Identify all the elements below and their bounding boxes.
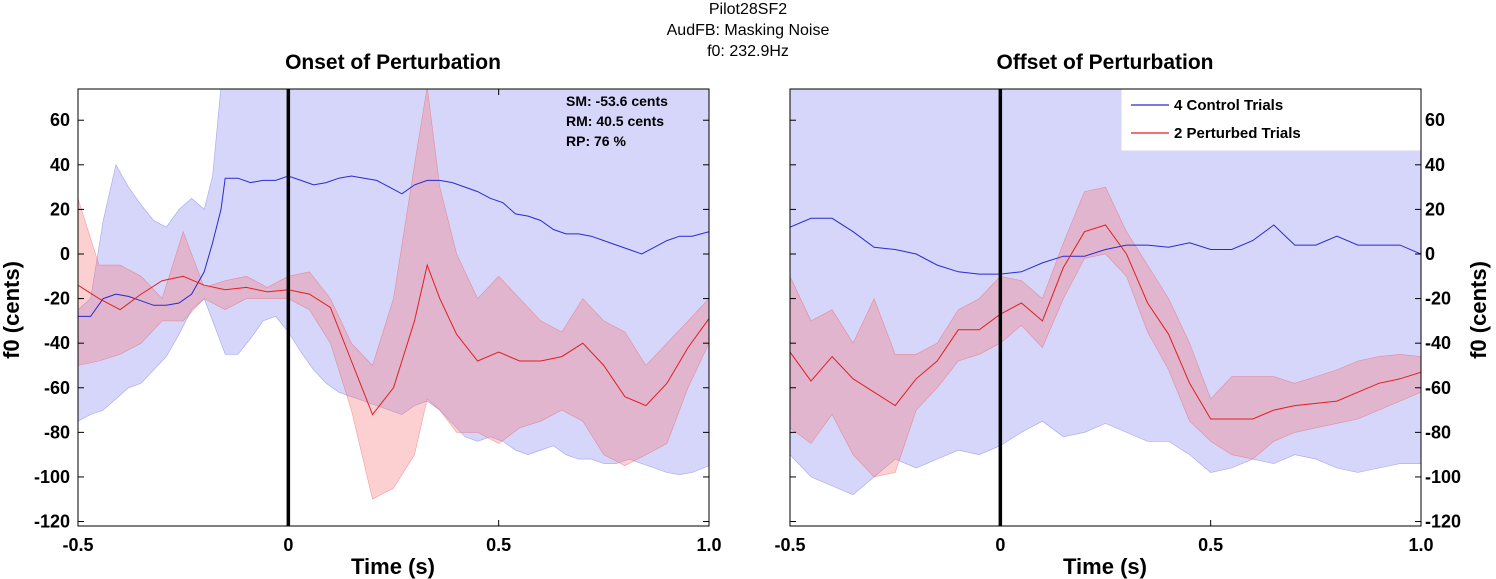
legend-box <box>1121 89 1421 151</box>
offset-axes-frame <box>789 88 1422 527</box>
onset-series-1-line <box>78 263 709 416</box>
offset-ytick-label: 40 <box>1425 155 1445 175</box>
onset-series-0-line <box>78 175 709 317</box>
offset-series-1-band <box>790 186 1421 478</box>
offset-ytick-label: -100 <box>1425 467 1461 487</box>
onset-ytick-label: -80 <box>44 422 70 442</box>
onset-panel-title: Onset of Perturbation <box>285 51 501 74</box>
onset-ytick-label: 40 <box>50 155 70 175</box>
offset-ytick-label: 0 <box>1425 244 1435 264</box>
stat-rm: RM: 40.5 cents <box>566 113 664 129</box>
legend: 4 Control Trials 2 Perturbed Trials <box>1121 89 1421 151</box>
offset-y-axis-label: f0 (cents) <box>1466 261 1491 359</box>
figure-title-line-3: f0: 232.9Hz <box>707 43 789 60</box>
onset-xtick-label: 1.0 <box>696 535 721 555</box>
onset-ytick-label: -60 <box>44 378 70 398</box>
figure-title-line-2: AudFB: Masking Noise <box>667 22 830 39</box>
onset-xtick-label: 0.5 <box>486 535 511 555</box>
offset-series-1-line <box>790 224 1421 420</box>
offset-panel-title: Offset of Perturbation <box>996 51 1213 74</box>
onset-ytick-label: 0 <box>60 244 70 264</box>
stat-sm: SM: -53.6 cents <box>566 93 668 109</box>
stat-rp: RP: 76 % <box>566 133 626 149</box>
offset-ytick-label: 60 <box>1425 110 1445 130</box>
offset-plot-area <box>790 89 1421 526</box>
offset-panel: Offset of Perturbation -0.5 0 0.5 1.0 -120 -1… <box>774 51 1491 579</box>
onset-xtick-label: -0.5 <box>62 535 93 555</box>
offset-ytick-label: -60 <box>1425 378 1451 398</box>
onset-axes-frame <box>77 88 710 527</box>
offset-xtick-label: 0 <box>995 535 1005 555</box>
onset-ytick-label: 60 <box>50 110 70 130</box>
onset-xtick-label: 0 <box>283 535 293 555</box>
onset-ytick-label: -100 <box>34 467 70 487</box>
offset-ytick-label: 20 <box>1425 199 1445 219</box>
onset-ytick-label: 20 <box>50 199 70 219</box>
offset-series-0-line <box>790 217 1421 275</box>
offset-ytick-label: -20 <box>1425 289 1451 309</box>
offset-ytick-label: -80 <box>1425 422 1451 442</box>
onset-ytick-label: -40 <box>44 333 70 353</box>
offset-axes: -0.5 0 0.5 1.0 -120 -100 -80 -60 -40 -20 0 20 40 60 <box>774 89 1461 555</box>
offset-xtick-label: 0.5 <box>1198 535 1223 555</box>
onset-ytick-label: -20 <box>44 289 70 309</box>
offset-x-axis-label: Time (s) <box>1063 554 1147 579</box>
figure-title-line-1: Pilot28SF2 <box>709 1 787 18</box>
onset-panel: Onset of Perturbation -0.5 0 0.5 1.0 -120 -10… <box>0 51 722 579</box>
offset-series-0-band <box>790 89 1421 496</box>
offset-xtick-label: 1.0 <box>1408 535 1433 555</box>
onset-series-1-band <box>78 89 709 500</box>
offset-ytick-label: -120 <box>1425 512 1461 532</box>
legend-perturbed-label: 2 Perturbed Trials <box>1174 125 1301 142</box>
onset-plot-area <box>78 89 709 526</box>
onset-y-axis-label: f0 (cents) <box>0 261 24 359</box>
legend-control-label: 4 Control Trials <box>1174 97 1283 114</box>
onset-ytick-label: -120 <box>34 512 70 532</box>
offset-ytick-label: -40 <box>1425 333 1451 353</box>
offset-xtick-label: -0.5 <box>774 535 805 555</box>
onset-series-0-band <box>78 89 709 476</box>
onset-axes: -0.5 0 0.5 1.0 -120 -100 -80 -60 -40 -20 0 20 40 60 <box>34 89 722 555</box>
onset-x-axis-label: Time (s) <box>351 554 435 579</box>
